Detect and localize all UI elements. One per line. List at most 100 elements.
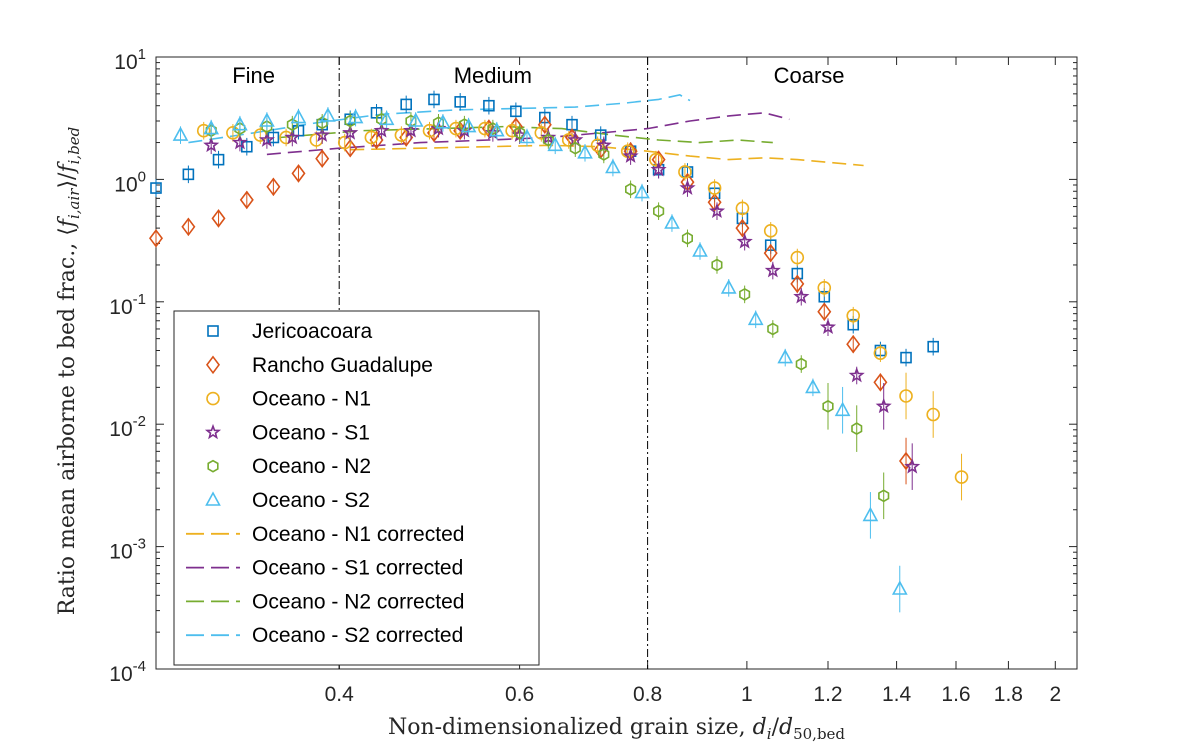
- data-point: [747, 310, 764, 326]
- data-point: [172, 126, 189, 141]
- data-point: [211, 209, 226, 228]
- x-tick-label: 0.4: [325, 683, 355, 706]
- data-point: [314, 126, 331, 142]
- data-point: [711, 258, 723, 272]
- data-point: [259, 112, 275, 127]
- data-point: [846, 334, 861, 354]
- legend-entry: Oceano - S2 corrected: [186, 624, 463, 647]
- data-point: [664, 214, 680, 229]
- data-point: [400, 98, 412, 111]
- data-point: [542, 133, 554, 147]
- data-point: [875, 397, 892, 414]
- legend-entry: Jericoacoara: [207, 320, 373, 343]
- data-point: [899, 451, 913, 471]
- data-point: [320, 107, 336, 122]
- data-point: [900, 351, 912, 364]
- x-tick-label: 0.8: [633, 683, 662, 706]
- data-point: [315, 149, 330, 168]
- data-point: [513, 126, 526, 140]
- legend-entry: Oceano - N2 corrected: [186, 590, 464, 613]
- data-point: [692, 242, 708, 257]
- region-label-coarse: Coarse: [774, 63, 845, 88]
- data-point: [181, 217, 196, 237]
- data-point: [873, 372, 888, 392]
- x-tick-label: 0.6: [505, 683, 534, 706]
- x-axis-title: Non-dimensionalized grain size, di/d50,b…: [388, 715, 845, 743]
- data-point: [203, 136, 220, 153]
- data-point: [561, 133, 576, 147]
- y-tick-label: 101: [114, 46, 146, 74]
- data-point: [337, 135, 352, 150]
- data-point: [927, 340, 939, 353]
- legend-marker-swatch: [206, 391, 220, 406]
- legend-entry: Oceano - N1: [206, 388, 371, 411]
- y-tick-label: 100: [114, 168, 146, 196]
- legend-label: Oceano - S2: [252, 489, 370, 512]
- data-point: [343, 138, 358, 158]
- data-point: [790, 274, 805, 294]
- data-point: [739, 287, 751, 301]
- data-point: [736, 233, 753, 249]
- data-point: [681, 231, 694, 245]
- data-point: [649, 152, 663, 167]
- axes-box: [155, 56, 1078, 670]
- x-tick-label: 1.8: [994, 683, 1023, 706]
- data-point: [790, 250, 805, 265]
- legend-label: Rancho Guadalupe: [252, 354, 433, 377]
- data-point: [369, 130, 384, 150]
- data-point: [577, 144, 593, 159]
- data-point: [708, 202, 726, 219]
- legend-marker-swatch: [207, 325, 219, 337]
- x-tick-label: 1.2: [813, 683, 842, 706]
- data-point: [862, 506, 879, 522]
- legend-label: Oceano - N2: [252, 455, 371, 478]
- series-oceano-s2: [172, 107, 908, 613]
- series-line-oceano-n1-corrected: [350, 144, 864, 167]
- y-tick-label: 10-2: [109, 413, 146, 441]
- data-point: [851, 422, 863, 436]
- data-point: [819, 318, 837, 335]
- data-point: [149, 228, 163, 248]
- legend-label: Oceano - S2 corrected: [252, 624, 463, 647]
- data-point: [622, 147, 639, 163]
- data-point: [342, 124, 359, 140]
- data-point: [519, 128, 535, 144]
- data-point: [650, 161, 667, 177]
- data-point: [795, 357, 807, 371]
- data-point: [805, 378, 821, 394]
- data-point: [428, 93, 440, 106]
- legend-box: [173, 310, 540, 666]
- data-point: [347, 108, 364, 124]
- data-point: [212, 153, 225, 166]
- y-tick-label: 10-4: [109, 658, 146, 686]
- data-point: [763, 224, 778, 238]
- data-point: [196, 123, 211, 138]
- data-point: [182, 168, 195, 181]
- legend-label: Oceano - N1: [252, 388, 371, 411]
- x-tick-label: 1.6: [941, 683, 970, 706]
- data-point: [735, 201, 750, 216]
- data-point: [537, 115, 552, 135]
- data-point: [764, 262, 781, 278]
- legend-entry: Rancho Guadalupe: [206, 354, 433, 377]
- data-point: [926, 407, 940, 422]
- data-point: [763, 243, 778, 263]
- data-point: [290, 108, 307, 124]
- y-tick-label: 10-3: [109, 536, 146, 564]
- data-point: [266, 177, 281, 197]
- legend-label: Oceano - S1 corrected: [252, 557, 463, 580]
- data-point: [822, 399, 834, 413]
- series-line-oceano-s1-corrected: [266, 111, 790, 156]
- x-tick-label: 1.4: [882, 683, 912, 706]
- data-point: [435, 114, 451, 129]
- data-point: [878, 489, 890, 503]
- data-point: [793, 288, 810, 304]
- data-point: [624, 182, 637, 196]
- data-point: [291, 164, 306, 183]
- data-point: [848, 367, 865, 383]
- legend-marker-swatch: [205, 491, 221, 506]
- data-point: [777, 348, 794, 364]
- legend-marker-swatch: [204, 423, 222, 440]
- data-point: [483, 99, 495, 112]
- legend-entry: Oceano - S1 corrected: [186, 557, 463, 580]
